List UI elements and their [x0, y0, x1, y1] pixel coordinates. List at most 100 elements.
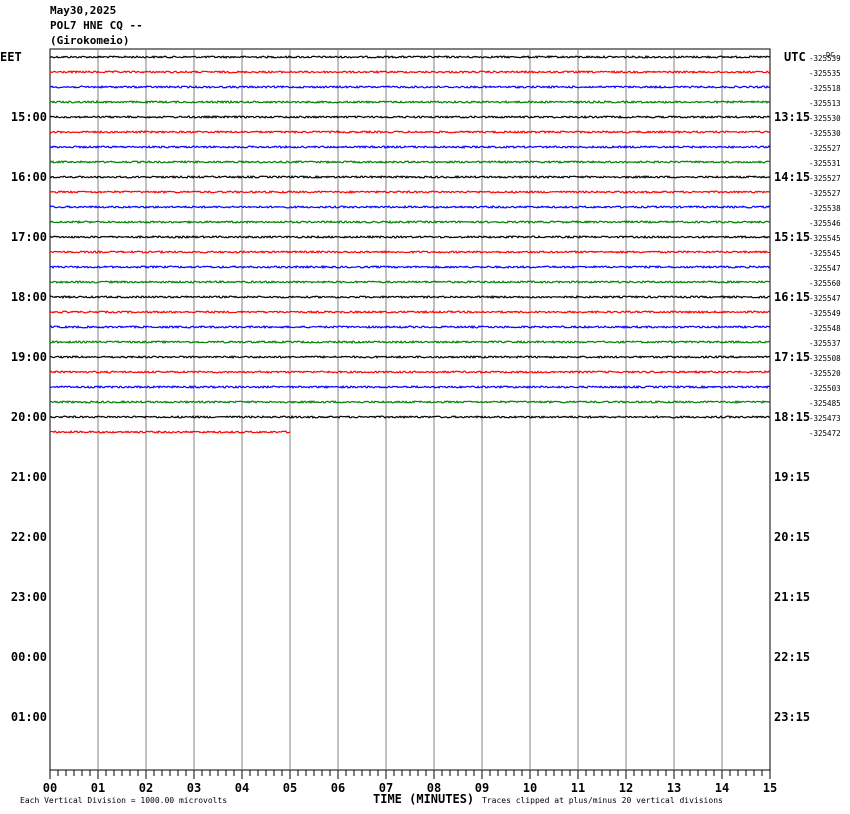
trace-line [49, 385, 771, 389]
dc-offset-label: -325549 [809, 309, 841, 318]
trace-line [49, 100, 771, 105]
trace-line [49, 159, 771, 164]
dc-offset-label: -325530 [809, 114, 841, 123]
trace-line [49, 130, 771, 134]
x-axis-title: TIME (MINUTES) [373, 792, 474, 806]
trace-line [49, 280, 771, 284]
trace-line [49, 54, 771, 59]
trace-line [49, 294, 771, 300]
station-location: (Girokomeio) [50, 34, 130, 47]
trace-line [49, 414, 771, 419]
trace-line [49, 144, 771, 150]
left-hour-label: 00:00 [11, 650, 47, 664]
right-hour-label: 20:15 [774, 530, 810, 544]
trace-line [49, 355, 771, 359]
trace-line [49, 429, 291, 434]
dc-offset-label: -325547 [809, 264, 841, 273]
trace-line [49, 219, 771, 225]
left-hour-label: 17:00 [11, 230, 47, 244]
trace-line [49, 340, 771, 345]
dc-offset-label: -325520 [809, 369, 841, 378]
trace-line [49, 400, 771, 404]
left-hour-label: 16:00 [11, 170, 47, 184]
dc-offset-label: -325548 [809, 324, 841, 333]
trace-line [49, 189, 771, 194]
left-hour-label: 22:00 [11, 530, 47, 544]
trace-line [49, 175, 771, 179]
hour-labels: 15:00 16:00 17:00 18:00 19:00 20:00 21:00 22:00… [11, 110, 810, 724]
dc-offset-label: -325503 [809, 384, 841, 393]
right-timezone-label: UTC [784, 50, 806, 64]
dc-offset-label: -325535 [809, 69, 841, 78]
dc-label: DC [826, 51, 834, 59]
dc-offset-label: -325531 [809, 159, 841, 168]
dc-offset-label: -325537 [809, 339, 841, 348]
dc-offset-label: -325513 [809, 99, 841, 108]
dc-offset-label: -325545 [809, 234, 841, 243]
dc-offset-label: -325527 [809, 189, 841, 198]
left-hour-label: 01:00 [11, 710, 47, 724]
trace-line [50, 70, 771, 74]
x-tick-label: 02 [139, 781, 153, 795]
x-axis: 00 01 02 03 04 05 06 07 08 09 10 11 12 13 14 15 [43, 770, 777, 795]
footer-clip-note: Traces clipped at plus/minus 20 vertical… [482, 796, 723, 805]
trace-line [49, 324, 771, 330]
trace-line [49, 234, 771, 239]
left-hour-label: 18:00 [11, 290, 47, 304]
dc-offset-labels: -325539 -325535 -325518 -325513 -325530 -3255… [809, 54, 841, 438]
right-hour-label: 16:15 [774, 290, 810, 304]
x-tick-label: 11 [571, 781, 585, 795]
x-tick-label: 05 [283, 781, 297, 795]
trace-line [49, 204, 771, 209]
x-tick-label: 10 [523, 781, 537, 795]
left-hour-label: 23:00 [11, 590, 47, 604]
minute-gridlines [97, 49, 723, 770]
dc-offset-label: -325530 [809, 129, 841, 138]
trace-line [49, 264, 771, 270]
x-tick-label: 08 [427, 781, 441, 795]
dc-offset-label: -325527 [809, 174, 841, 183]
x-tick-label: 07 [379, 781, 393, 795]
trace-line [49, 370, 771, 374]
x-tick-label: 14 [715, 781, 729, 795]
dc-offset-label: -325538 [809, 204, 841, 213]
dc-offset-label: -325518 [809, 84, 841, 93]
right-hour-label: 19:15 [774, 470, 810, 484]
dc-offset-label: -325527 [809, 144, 841, 153]
right-hour-label: 18:15 [774, 410, 810, 424]
x-tick-label: 03 [187, 781, 201, 795]
dc-offset-label: -325508 [809, 354, 841, 363]
right-hour-label: 17:15 [774, 350, 810, 364]
trace-line [49, 249, 771, 255]
dc-offset-label: -325545 [809, 249, 841, 258]
right-hour-label: 22:15 [774, 650, 810, 664]
right-hour-label: 14:15 [774, 170, 810, 184]
x-tick-label: 12 [619, 781, 633, 795]
right-hour-label: 21:15 [774, 590, 810, 604]
dc-offset-label: -325560 [809, 279, 841, 288]
left-hour-label: 20:00 [11, 410, 47, 424]
plot-date: May30,2025 [50, 4, 117, 17]
right-hour-label: 13:15 [774, 110, 810, 124]
trace-line [49, 85, 771, 89]
right-hour-label: 23:15 [774, 710, 810, 724]
x-tick-label: 15 [763, 781, 777, 795]
x-tick-label: 06 [331, 781, 345, 795]
dc-offset-label: -325485 [809, 399, 841, 408]
dc-offset-label: -325547 [809, 294, 841, 303]
dc-offset-label: -325539 [809, 54, 841, 63]
left-hour-label: 21:00 [11, 470, 47, 484]
x-tick-label: 09 [475, 781, 489, 795]
dc-offset-label: -325473 [809, 414, 841, 423]
left-timezone-label: EET [0, 50, 22, 64]
dc-offset-label: -325546 [809, 219, 841, 228]
left-hour-label: 15:00 [11, 110, 47, 124]
x-tick-label: 04 [235, 781, 249, 795]
seismic-traces [49, 54, 771, 434]
right-hour-label: 15:15 [774, 230, 810, 244]
station-code: POL7 HNE CQ -- [50, 19, 143, 32]
dc-offset-label: -325472 [809, 429, 841, 438]
plot-frame [49, 48, 771, 771]
x-tick-label: 13 [667, 781, 681, 795]
